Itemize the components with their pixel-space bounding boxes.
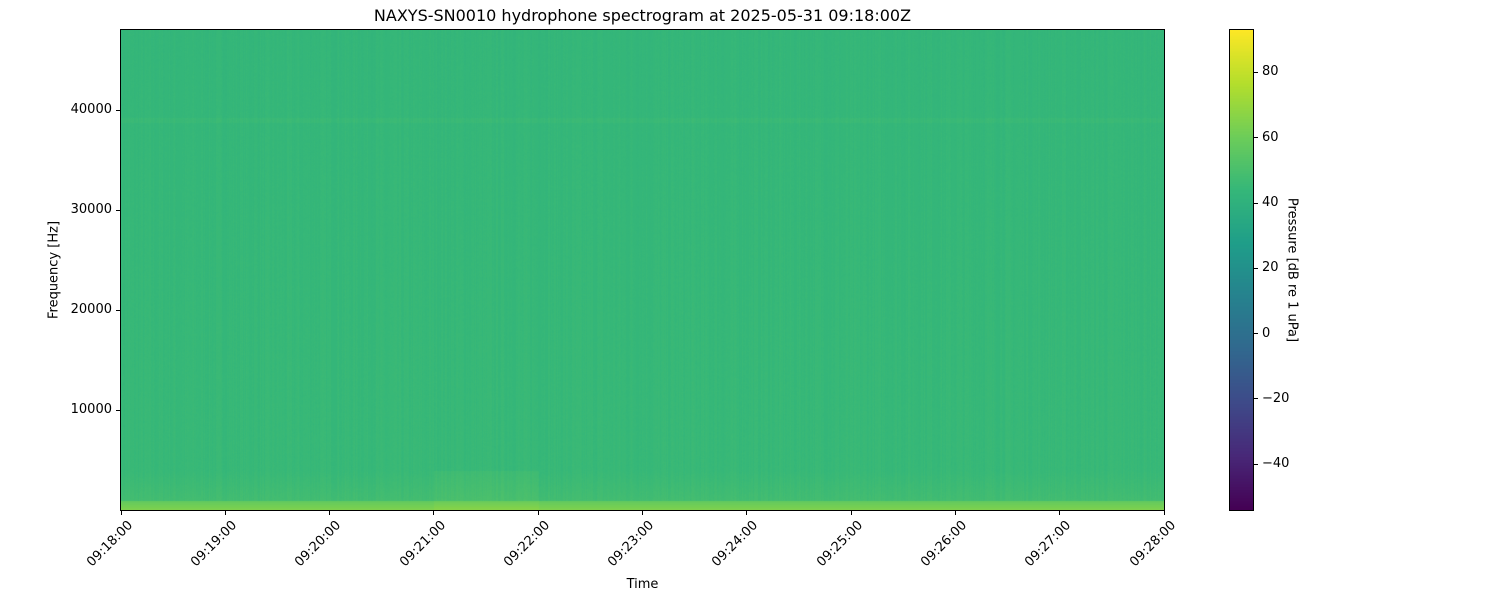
x-tick-label: 09:21:00 xyxy=(396,518,449,570)
y-tick-mark xyxy=(116,409,121,411)
x-tick-mark xyxy=(1163,510,1165,515)
colorbar-frame xyxy=(1229,29,1254,511)
y-axis-label: Frequency [Hz] xyxy=(46,220,62,320)
x-tick-mark xyxy=(746,510,748,515)
y-tick-mark xyxy=(116,109,121,111)
x-tick-mark xyxy=(850,510,852,515)
colorbar-label: Pressure [dB re 1 uPa] xyxy=(1284,197,1300,343)
colorbar-tick-label: 0 xyxy=(1262,325,1271,341)
y-tick-label: 40000 xyxy=(70,102,112,117)
spectrogram-heatmap xyxy=(121,30,1164,510)
chart-title: NAXYS-SN0010 hydrophone spectrogram at 2… xyxy=(373,6,912,25)
x-tick-mark xyxy=(954,510,956,515)
y-tick-mark xyxy=(116,209,121,211)
colorbar-tick-mark xyxy=(1253,71,1258,73)
x-tick-label: 09:20:00 xyxy=(292,518,345,570)
colorbar-tick-label: 80 xyxy=(1262,64,1279,80)
colorbar-tick-label: 40 xyxy=(1262,195,1279,211)
colorbar-tick-mark xyxy=(1253,398,1258,400)
x-axis-label: Time xyxy=(626,577,659,592)
x-tick-label: 09:27:00 xyxy=(1022,518,1075,570)
x-tick-mark xyxy=(537,510,539,515)
x-tick-label: 09:22:00 xyxy=(500,518,553,570)
x-tick-label: 09:28:00 xyxy=(1126,518,1179,570)
plot-frame xyxy=(120,29,1165,511)
x-tick-label: 09:18:00 xyxy=(83,518,136,570)
x-tick-label: 09:26:00 xyxy=(918,518,971,570)
colorbar-tick-label: 60 xyxy=(1262,129,1279,145)
x-tick-mark xyxy=(120,510,122,515)
colorbar-tick-label: −40 xyxy=(1262,456,1290,472)
x-tick-mark xyxy=(433,510,435,515)
colorbar-tick-label: 20 xyxy=(1262,260,1279,276)
x-tick-label: 09:24:00 xyxy=(709,518,762,570)
x-tick-label: 09:19:00 xyxy=(188,518,240,570)
colorbar-tick-label: −20 xyxy=(1262,390,1290,406)
colorbar xyxy=(1230,30,1253,510)
x-tick-mark xyxy=(224,510,226,515)
colorbar-tick-mark xyxy=(1253,202,1258,204)
y-tick-label: 10000 xyxy=(70,402,112,417)
colorbar-tick-mark xyxy=(1253,267,1258,269)
x-tick-mark xyxy=(642,510,643,515)
colorbar-tick-mark xyxy=(1253,463,1258,465)
x-tick-label: 09:25:00 xyxy=(813,518,866,570)
colorbar-tick-mark xyxy=(1253,137,1258,139)
colorbar-tick-mark xyxy=(1253,333,1258,335)
y-tick-label: 30000 xyxy=(70,202,112,217)
x-tick-mark xyxy=(1059,510,1061,515)
y-tick-label: 20000 xyxy=(70,302,112,317)
y-tick-mark xyxy=(116,309,121,311)
x-tick-mark xyxy=(329,510,331,515)
x-tick-label: 09:23:00 xyxy=(605,518,658,570)
